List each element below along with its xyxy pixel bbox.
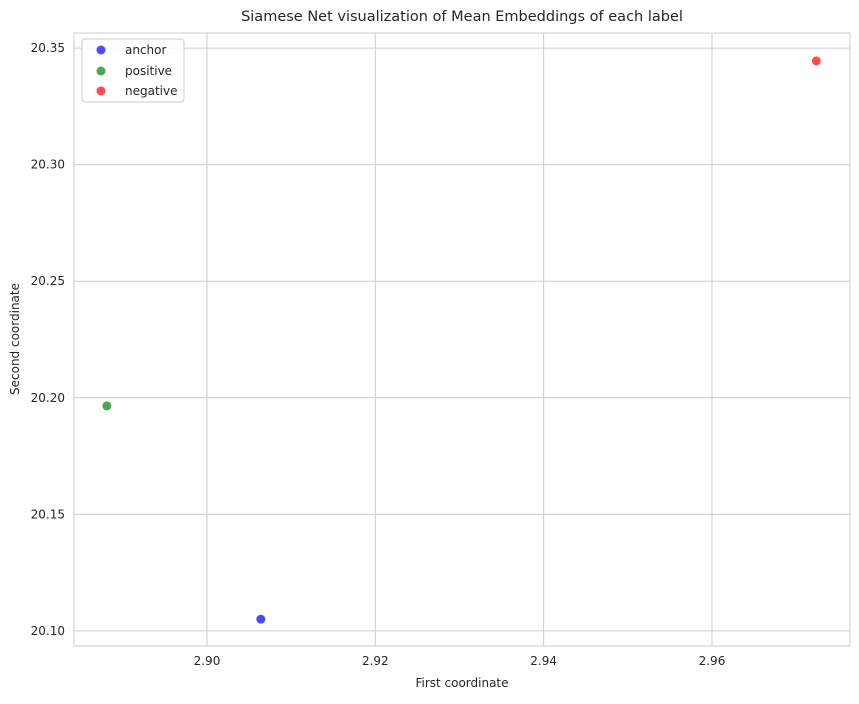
point-negative [811,56,821,66]
x-tick-label: 2.94 [530,654,557,668]
data-points [102,56,821,624]
legend: anchor positive negative [81,38,185,103]
tick-labels: 2.90 2.92 2.94 2.96 20.10 20.15 20.20 20.25 20.3… [31,41,726,668]
legend-label-positive: positive [125,64,172,78]
plot-area [73,32,851,647]
y-tick-label: 20.30 [31,158,65,172]
x-axis-label: First coordinate [415,676,508,690]
y-tick-label: 20.15 [31,507,65,521]
y-tick-label: 20.35 [31,41,65,55]
point-anchor [256,614,266,624]
legend-label-anchor: anchor [125,43,167,57]
x-tick-label: 2.90 [194,654,221,668]
y-tick-label: 20.10 [31,624,65,638]
x-tick-label: 2.96 [699,654,726,668]
chart-title: Siamese Net visualization of Mean Embedd… [241,9,683,25]
legend-marker-negative [96,86,106,96]
point-positive [102,401,112,411]
legend-box [81,38,185,103]
legend-label-negative: negative [125,84,177,98]
y-tick-label: 20.20 [31,391,65,405]
legend-marker-anchor [96,45,106,55]
grid-lines [74,33,850,646]
y-tick-label: 20.25 [31,274,65,288]
legend-marker-positive [96,66,106,76]
y-axis-label: Second coordinate [8,283,22,395]
x-tick-label: 2.92 [362,654,389,668]
